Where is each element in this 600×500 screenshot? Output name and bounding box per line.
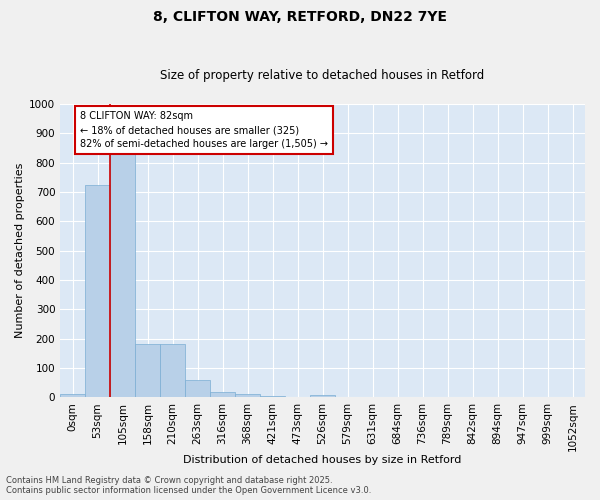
Bar — [110, 151, 135, 398]
Title: Size of property relative to detached houses in Retford: Size of property relative to detached ho… — [160, 69, 485, 82]
Bar — [210, 392, 235, 398]
Bar — [235, 394, 260, 398]
Text: 8 CLIFTON WAY: 82sqm
← 18% of detached houses are smaller (325)
82% of semi-deta: 8 CLIFTON WAY: 82sqm ← 18% of detached h… — [80, 112, 328, 150]
Y-axis label: Number of detached properties: Number of detached properties — [15, 163, 25, 338]
X-axis label: Distribution of detached houses by size in Retford: Distribution of detached houses by size … — [184, 455, 462, 465]
Bar — [160, 344, 185, 398]
Text: Contains HM Land Registry data © Crown copyright and database right 2025.
Contai: Contains HM Land Registry data © Crown c… — [6, 476, 371, 495]
Bar — [85, 184, 110, 398]
Bar — [185, 380, 210, 398]
Bar — [60, 394, 85, 398]
Text: 8, CLIFTON WAY, RETFORD, DN22 7YE: 8, CLIFTON WAY, RETFORD, DN22 7YE — [153, 10, 447, 24]
Bar — [260, 396, 285, 398]
Bar — [310, 395, 335, 398]
Bar — [135, 344, 160, 398]
